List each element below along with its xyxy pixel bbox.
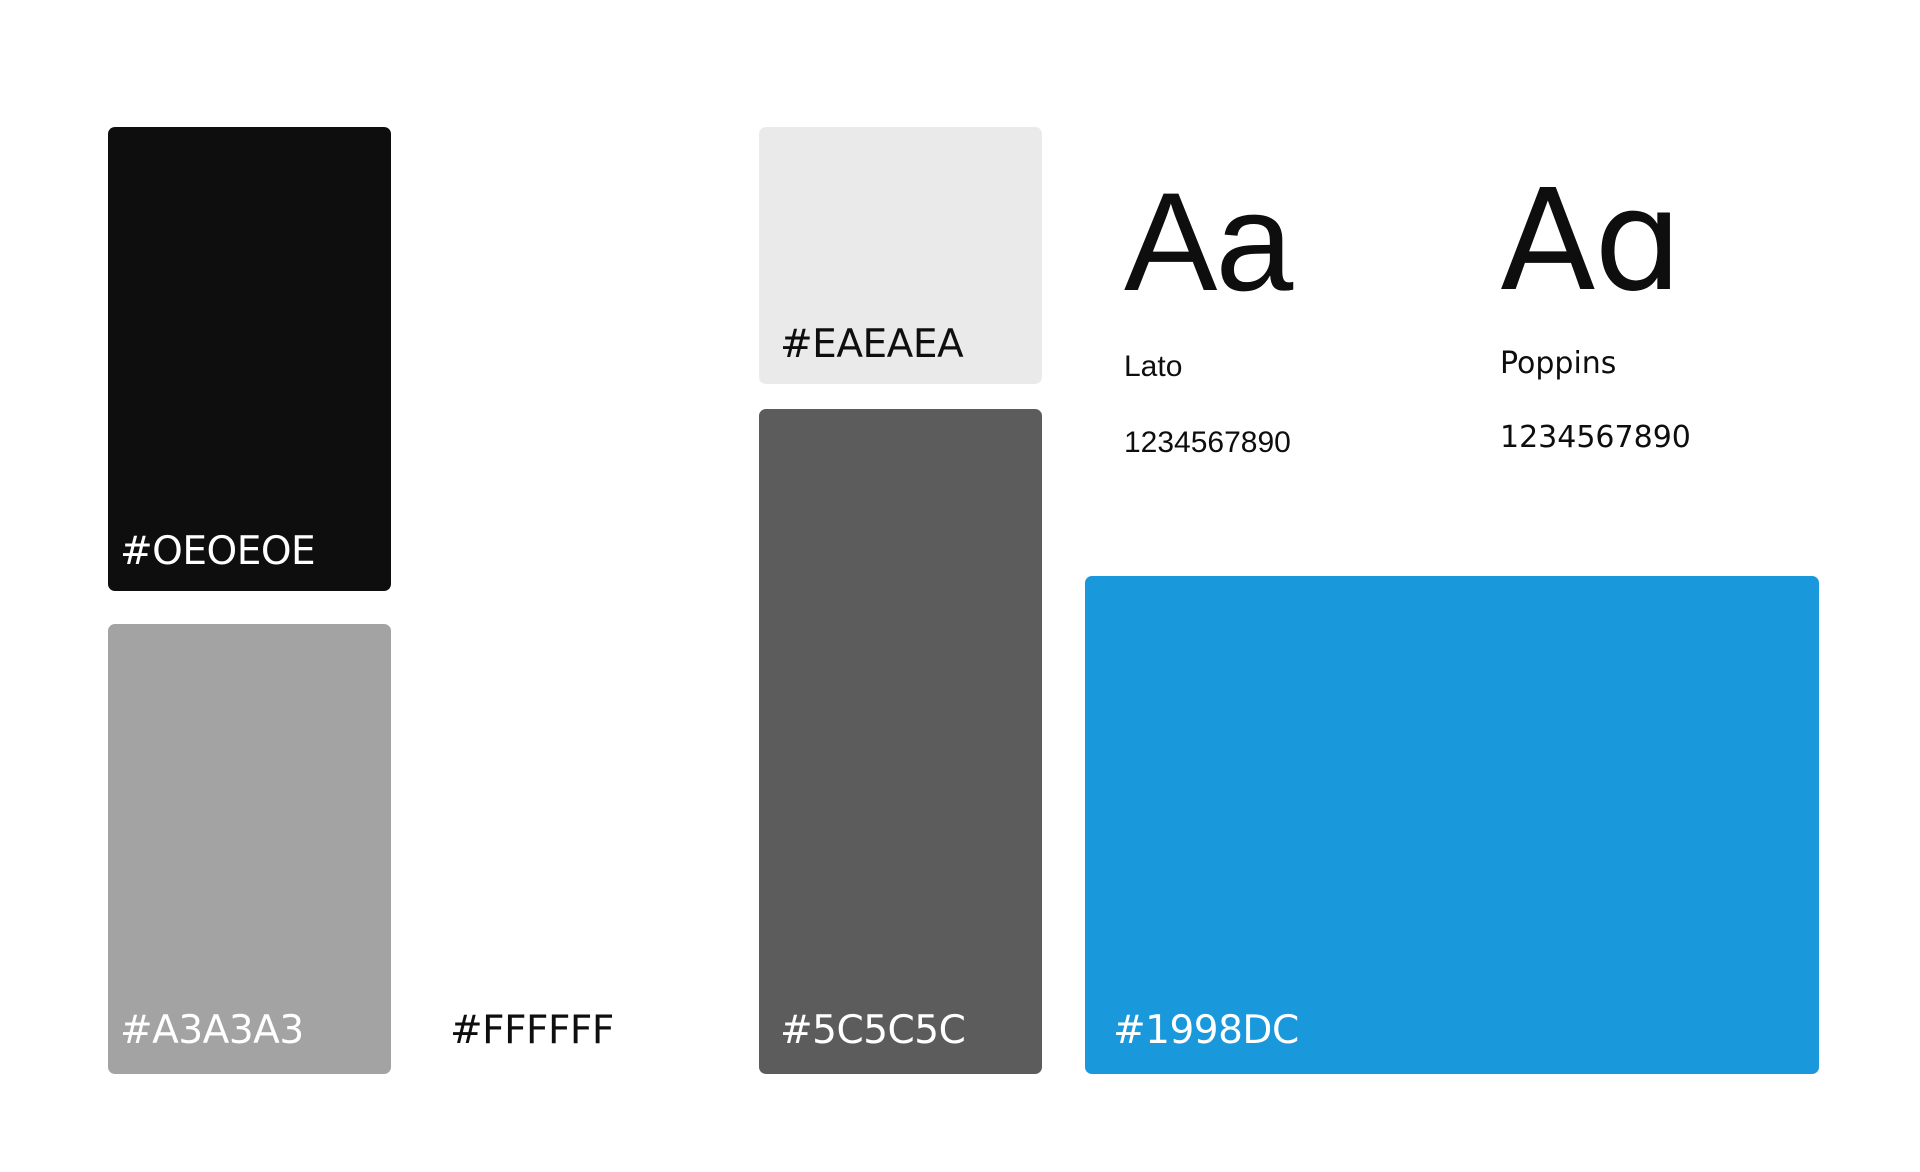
swatch-label-black: #OEOEOE bbox=[120, 529, 316, 574]
swatch-label-white: #FFFFFF bbox=[450, 1008, 614, 1053]
swatch-gray: #A3A3A3 bbox=[108, 624, 391, 1074]
font-sample-lato: Aa Lato 1234567890 bbox=[1124, 163, 1293, 459]
font-digits-poppins: 1234567890 bbox=[1500, 420, 1691, 455]
swatch-dark-gray: #5C5C5C bbox=[759, 409, 1042, 1074]
swatch-black: #OEOEOE bbox=[108, 127, 391, 591]
swatch-label-gray: #A3A3A3 bbox=[120, 1008, 304, 1053]
swatch-white: #FFFFFF bbox=[394, 624, 694, 1074]
font-glyph-lato: Aa bbox=[1124, 163, 1293, 320]
swatch-label-blue: #1998DC bbox=[1113, 1008, 1299, 1053]
font-glyph-poppins: Aɑ bbox=[1500, 160, 1683, 323]
font-name-lato: Lato bbox=[1124, 350, 1183, 383]
swatch-light-gray: #EAEAEA bbox=[759, 127, 1042, 384]
swatch-label-light-gray: #EAEAEA bbox=[780, 322, 964, 367]
swatch-blue: #1998DC bbox=[1085, 576, 1819, 1074]
font-digits-lato: 1234567890 bbox=[1124, 426, 1291, 459]
font-sample-poppins: Aɑ Poppins 1234567890 bbox=[1500, 172, 1691, 453]
font-name-poppins: Poppins bbox=[1500, 346, 1617, 381]
swatch-label-dark-gray: #5C5C5C bbox=[780, 1008, 966, 1053]
